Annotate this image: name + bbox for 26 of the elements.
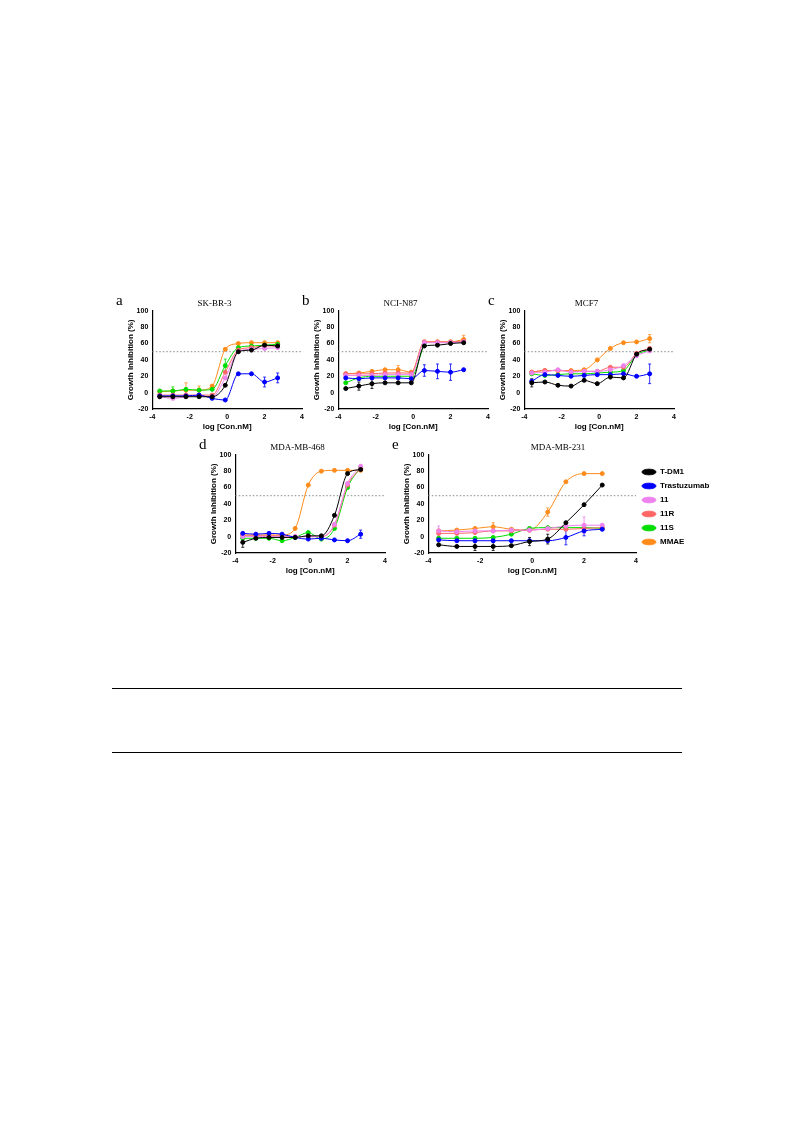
legend-label: Trastuzumab bbox=[660, 481, 710, 491]
text: c bbox=[488, 292, 495, 309]
x-axis-title: log [Con.nM] bbox=[202, 422, 252, 432]
legend-label: MMAE bbox=[660, 537, 686, 547]
chart-title: NCI-N87 bbox=[383, 297, 418, 308]
y-axis-title: Growth Inhibition (%) bbox=[402, 463, 411, 545]
text: d bbox=[199, 436, 207, 453]
chart-title: MDA-MB-231 bbox=[530, 441, 586, 452]
x-axis-title: log [Con.nM] bbox=[507, 566, 557, 576]
legend-label: 11R bbox=[660, 509, 675, 519]
text: b bbox=[302, 292, 310, 309]
chart-title: MCF7 bbox=[574, 297, 599, 308]
y-axis-title: Growth Inhibition (%) bbox=[209, 463, 218, 545]
y-axis-title: Growth Inhibition (%) bbox=[312, 319, 321, 401]
x-axis-title: log [Con.nM] bbox=[388, 422, 438, 432]
text: e bbox=[392, 436, 399, 453]
text: a bbox=[116, 292, 123, 309]
legend-label: T-DM1 bbox=[660, 467, 685, 477]
x-axis-title: log [Con.nM] bbox=[285, 566, 335, 576]
legend-label: 11S bbox=[660, 523, 675, 533]
chart-title: SK-BR-3 bbox=[197, 297, 232, 308]
x-axis-title: log [Con.nM] bbox=[574, 422, 624, 432]
legend-label: 11 bbox=[660, 495, 670, 505]
y-axis-title: Growth Inhibition (%) bbox=[126, 319, 135, 401]
y-axis-title: Growth Inhibition (%) bbox=[498, 319, 507, 401]
chart-title: MDA-MB-468 bbox=[270, 441, 326, 452]
